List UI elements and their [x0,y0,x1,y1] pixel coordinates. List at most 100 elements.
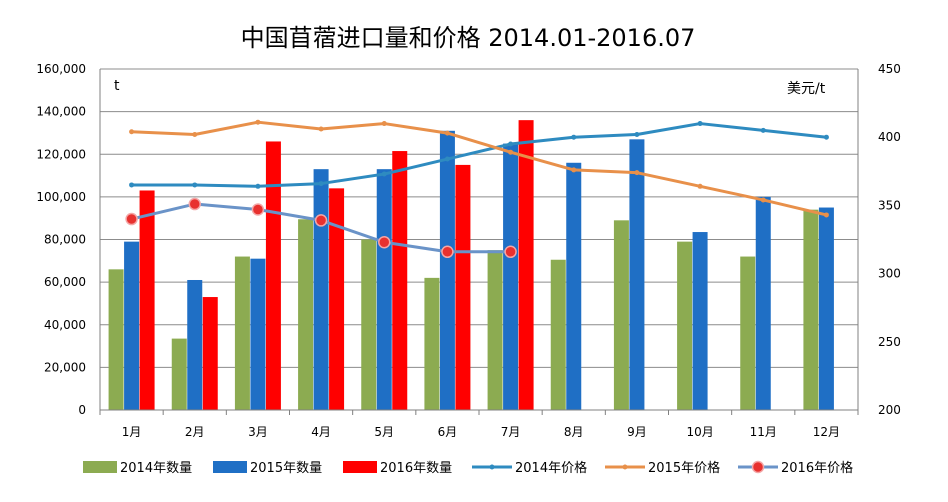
x-tick-label: 11月 [750,425,777,439]
left-tick-label: 140,000 [36,105,86,119]
point-2014年价格 [697,121,703,127]
point-2015年价格 [255,119,261,125]
x-tick-label: 7月 [501,425,521,439]
bar-2015年数量 [818,207,834,410]
point-2015年价格 [634,170,640,176]
right-tick-label: 450 [878,62,901,76]
legend-label-2014年数量: 2014年数量 [120,461,192,476]
bar-2015年数量 [692,232,708,410]
x-tick-label: 9月 [627,425,647,439]
point-2016年价格 [188,197,201,211]
bar-2015年数量 [376,169,392,410]
bar-2016年数量 [139,190,155,410]
bar-2014年数量 [803,209,819,410]
bar-layer [108,120,834,411]
left-tick-label: 80,000 [44,233,86,247]
legend-label-2014年价格: 2014年价格 [515,460,587,476]
left-tick-label: 40,000 [44,318,86,332]
point-2015年价格 [192,131,198,137]
x-tick-label: 6月 [438,425,458,439]
point-2016年价格 [251,203,265,216]
point-2014年价格 [129,182,135,188]
x-tick-label: 8月 [564,425,584,439]
bar-2014年数量 [298,219,314,410]
bar-2014年数量 [613,220,629,410]
bar-2015年数量 [187,279,203,410]
legend-swatch-2016年数量 [343,461,377,473]
bar-2016年数量 [518,120,534,411]
bar-2016年数量 [329,188,345,410]
bar-2014年数量 [487,250,503,410]
bar-2014年数量 [677,241,693,410]
point-2014年价格 [760,127,766,133]
point-2015年价格 [823,212,829,218]
point-2014年价格 [444,156,450,162]
point-2015年价格 [697,183,703,189]
line-2015年价格 [131,120,827,217]
legend-label-2015年价格: 2015年价格 [648,460,720,476]
point-2014年价格 [634,131,640,137]
bar-2014年数量 [740,256,756,410]
point-2016年价格 [125,212,138,226]
bar-2014年数量 [550,259,566,410]
point-2014年价格 [381,171,387,177]
right-tick-label: 200 [878,403,901,417]
left-axis-unit: t [114,78,120,94]
bar-2015年数量 [566,162,582,410]
axes: 0 20,000 40,000 60,000 80,000 100,000 120,000 1… [36,62,901,439]
legend-label-2016年数量: 2016年数量 [380,461,452,476]
point-2015年价格 [571,167,577,173]
legend: 2014年数量 2015年数量 2016年数量 2014年价格 2015年价格 2016年… [83,460,853,476]
x-tick-label: 2月 [185,425,205,439]
bar-2014年数量 [108,269,124,410]
bar-2016年数量 [392,151,408,410]
bar-2015年数量 [313,169,329,410]
bar-2014年数量 [361,239,377,410]
line-2014年价格 [131,122,827,188]
grid-lines [100,68,858,368]
bar-2014年数量 [171,338,187,410]
x-tick-label: 1月 [122,425,142,439]
point-2015年价格 [129,129,135,135]
point-2014年价格 [255,183,261,189]
left-tick-label: 120,000 [36,147,86,161]
point-2016年价格 [504,245,517,259]
legend-label-2015年数量: 2015年数量 [250,461,322,476]
legend-marker-2014年价格 [489,464,495,470]
right-tick-label: 300 [878,267,901,281]
left-tick-label: 160,000 [36,62,86,76]
bar-2016年数量 [455,164,471,410]
bar-2015年数量 [124,241,140,410]
bar-2015年数量 [629,139,645,411]
legend-swatch-2014年数量 [83,461,117,473]
point-2015年价格 [444,130,450,136]
x-tick-label: 12月 [813,425,840,439]
point-2016年价格 [378,235,391,249]
bar-2015年数量 [503,143,519,410]
bar-2016年数量 [202,297,218,410]
legend-marker-2015年价格 [622,464,628,470]
left-tick-label: 20,000 [44,360,86,374]
point-2014年价格 [318,181,324,187]
line-layer [125,119,829,259]
left-tick-label: 60,000 [44,275,86,289]
x-tick-label: 4月 [311,425,331,439]
point-2016年价格 [441,245,454,259]
bar-2015年数量 [250,258,266,410]
point-2014年价格 [508,141,514,147]
bar-2015年数量 [755,196,771,410]
point-2015年价格 [508,149,514,155]
point-2015年价格 [760,197,766,203]
right-tick-label: 350 [878,198,901,212]
x-tick-label: 3月 [248,425,268,439]
left-tick-label: 0 [78,403,86,417]
x-tick-label: 10月 [686,425,713,439]
point-2014年价格 [823,134,829,140]
legend-swatch-2015年数量 [213,461,247,473]
left-tick-label: 100,000 [36,190,86,204]
point-2014年价格 [192,182,198,188]
bar-2016年数量 [265,141,281,410]
point-2015年价格 [381,121,387,127]
right-tick-label: 250 [878,335,901,349]
